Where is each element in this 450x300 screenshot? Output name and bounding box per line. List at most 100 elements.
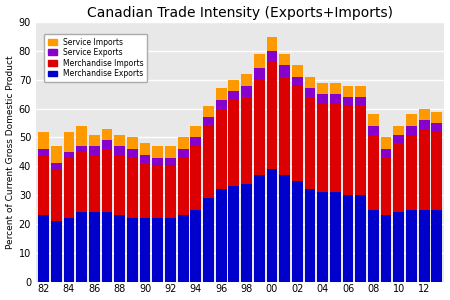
Bar — [342, 195, 353, 282]
Bar — [89, 212, 100, 282]
Bar — [266, 169, 277, 282]
Bar — [63, 218, 74, 282]
Bar — [279, 175, 290, 282]
Bar — [190, 126, 201, 137]
Bar — [178, 158, 189, 215]
Bar — [114, 135, 125, 146]
Bar — [393, 212, 404, 282]
Bar — [381, 149, 392, 158]
Bar — [342, 85, 353, 97]
Bar — [203, 106, 214, 117]
Bar — [153, 166, 163, 218]
Bar — [254, 80, 265, 175]
Bar — [190, 210, 201, 282]
Bar — [279, 65, 290, 77]
Bar — [368, 114, 379, 126]
Bar — [76, 212, 87, 282]
Bar — [114, 146, 125, 155]
Bar — [63, 132, 74, 152]
Bar — [190, 146, 201, 210]
Bar — [102, 129, 112, 140]
Bar — [266, 37, 277, 51]
Bar — [406, 135, 417, 210]
Bar — [432, 210, 442, 282]
Bar — [140, 143, 150, 155]
Bar — [356, 97, 366, 106]
Bar — [216, 100, 226, 109]
Bar — [102, 140, 112, 149]
Bar — [254, 175, 265, 282]
Bar — [140, 218, 150, 282]
Bar — [406, 114, 417, 126]
Bar — [216, 88, 226, 100]
Bar — [292, 65, 303, 77]
Bar — [279, 77, 290, 175]
Bar — [330, 192, 341, 282]
Bar — [140, 155, 150, 164]
Bar — [419, 210, 430, 282]
Bar — [241, 97, 252, 184]
Bar — [38, 215, 49, 282]
Bar — [203, 126, 214, 198]
Bar — [216, 109, 226, 189]
Bar — [38, 149, 49, 155]
Bar — [178, 137, 189, 149]
Bar — [330, 94, 341, 103]
Bar — [292, 77, 303, 85]
Bar — [51, 221, 62, 282]
Bar — [241, 85, 252, 97]
Y-axis label: Percent of Current Gross Domestic Product: Percent of Current Gross Domestic Produc… — [5, 55, 14, 249]
Bar — [203, 198, 214, 282]
Bar — [241, 74, 252, 85]
Bar — [76, 152, 87, 212]
Bar — [368, 135, 379, 210]
Bar — [317, 83, 328, 94]
Bar — [266, 51, 277, 62]
Bar — [51, 169, 62, 221]
Bar — [342, 97, 353, 106]
Bar — [330, 83, 341, 94]
Bar — [317, 103, 328, 192]
Bar — [254, 54, 265, 68]
Bar — [356, 106, 366, 195]
Bar — [229, 187, 239, 282]
Bar — [178, 149, 189, 158]
Bar — [305, 88, 315, 97]
Bar — [114, 215, 125, 282]
Bar — [342, 106, 353, 195]
Bar — [368, 210, 379, 282]
Bar — [102, 212, 112, 282]
Bar — [432, 112, 442, 123]
Legend: Service Imports, Service Exports, Merchandise Imports, Merchandise Exports: Service Imports, Service Exports, Mercha… — [44, 34, 148, 82]
Bar — [419, 109, 430, 120]
Bar — [279, 54, 290, 65]
Bar — [51, 164, 62, 169]
Bar — [241, 184, 252, 282]
Bar — [63, 158, 74, 218]
Bar — [381, 137, 392, 149]
Bar — [178, 215, 189, 282]
Bar — [266, 62, 277, 169]
Bar — [381, 215, 392, 282]
Bar — [381, 158, 392, 215]
Bar — [393, 143, 404, 212]
Bar — [76, 126, 87, 146]
Bar — [165, 146, 176, 158]
Bar — [305, 77, 315, 88]
Bar — [38, 132, 49, 149]
Bar — [127, 149, 138, 158]
Bar — [127, 218, 138, 282]
Bar — [165, 166, 176, 218]
Bar — [305, 189, 315, 282]
Bar — [76, 146, 87, 152]
Bar — [393, 126, 404, 135]
Bar — [229, 80, 239, 91]
Bar — [419, 120, 430, 129]
Bar — [38, 155, 49, 215]
Bar — [51, 146, 62, 164]
Bar — [190, 137, 201, 146]
Bar — [153, 218, 163, 282]
Bar — [406, 126, 417, 135]
Bar — [127, 158, 138, 218]
Bar — [292, 85, 303, 181]
